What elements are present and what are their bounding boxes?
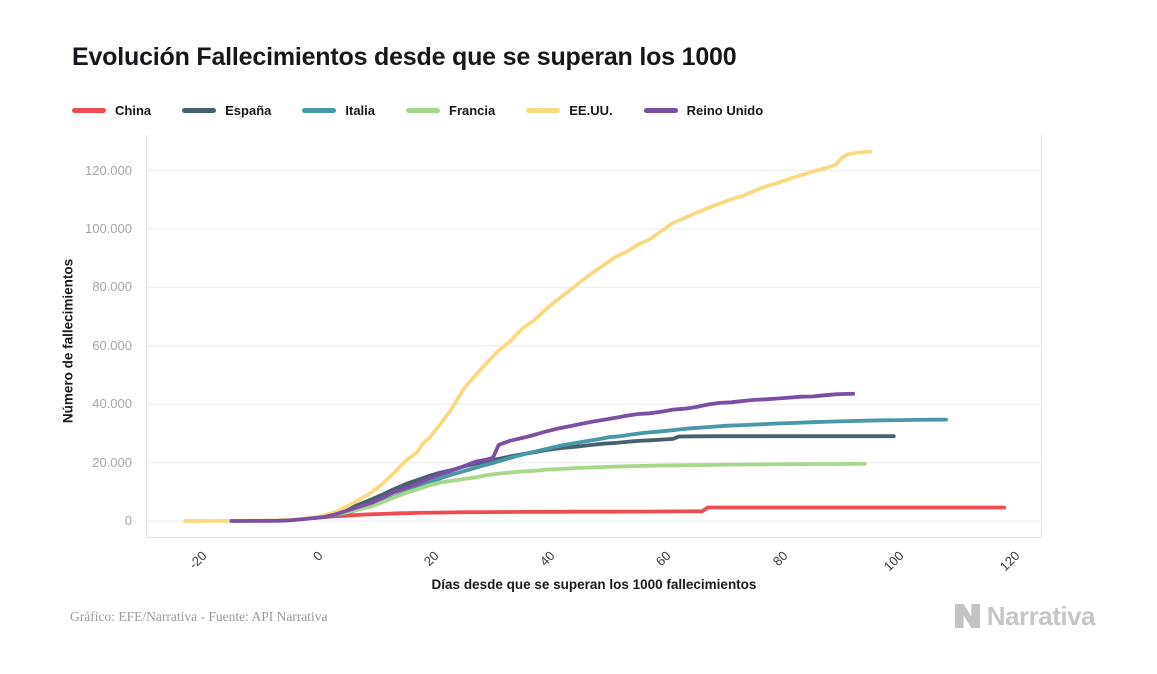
y-tick-label: 60.000 (92, 337, 132, 353)
x-tick-label: 20 (420, 548, 442, 569)
x-tick-label: 0 (309, 548, 326, 564)
legend-item-china[interactable]: China (72, 103, 151, 118)
page-title: Evolución Fallecimientos desde que se su… (72, 43, 737, 71)
plot-area (146, 135, 1042, 538)
y-tick-label: 80.000 (92, 279, 132, 295)
legend-label: Reino Unido (686, 103, 764, 118)
y-tick-label: 20.000 (92, 454, 132, 470)
x-tick-label: 60 (653, 548, 674, 569)
legend-item-italia[interactable]: Italia (302, 103, 375, 118)
source-caption: Gráfico: EFE/Narrativa - Fuente: API Nar… (70, 609, 328, 624)
x-axis-title: Días desde que se superan los 1000 falle… (431, 577, 757, 592)
x-tick-label: 120 (996, 548, 1023, 574)
x-tick-label: 100 (880, 548, 907, 574)
series-line-china (310, 505, 1007, 521)
legend-swatch (72, 108, 106, 113)
legend-swatch (526, 108, 561, 113)
legend-swatch (182, 108, 217, 113)
x-tick-label: 80 (769, 548, 791, 569)
series-line-reino-unido (229, 391, 856, 523)
y-tick-label: 0 (124, 513, 132, 529)
legend-swatch (406, 108, 440, 113)
legend-label: España (225, 103, 272, 118)
legend-swatch (302, 108, 337, 113)
x-tick-label: -20 (185, 548, 210, 572)
line-chart (146, 135, 1042, 538)
legend-label: China (115, 103, 152, 118)
legend-label: Italia (345, 103, 375, 118)
legend-item-espa-a[interactable]: España (182, 103, 271, 118)
legend-item-francia[interactable]: Francia (406, 103, 495, 118)
legend-swatch (643, 108, 678, 113)
y-tick-label: 40.000 (92, 396, 132, 412)
series-line-francia (310, 461, 867, 520)
legend-item-reino-unido[interactable]: Reino Unido (643, 103, 764, 118)
x-tick-label: 40 (536, 548, 558, 569)
narrativa-n-icon (954, 604, 980, 629)
y-tick-label: 100.000 (85, 221, 132, 237)
y-axis-title: Número de fallecimientos (60, 258, 76, 424)
y-tick-label: 120.000 (85, 162, 132, 178)
logo-text: Narrativa (986, 601, 1096, 631)
legend-item-ee-uu-[interactable]: EE.UU. (526, 103, 613, 118)
legend-label: Francia (449, 103, 496, 118)
legend: China España Italia Francia EE.UU. Reino Unid… (72, 103, 763, 118)
narrativa-logo: Narrativa (954, 601, 1096, 632)
legend-label: EE.UU. (569, 103, 613, 118)
